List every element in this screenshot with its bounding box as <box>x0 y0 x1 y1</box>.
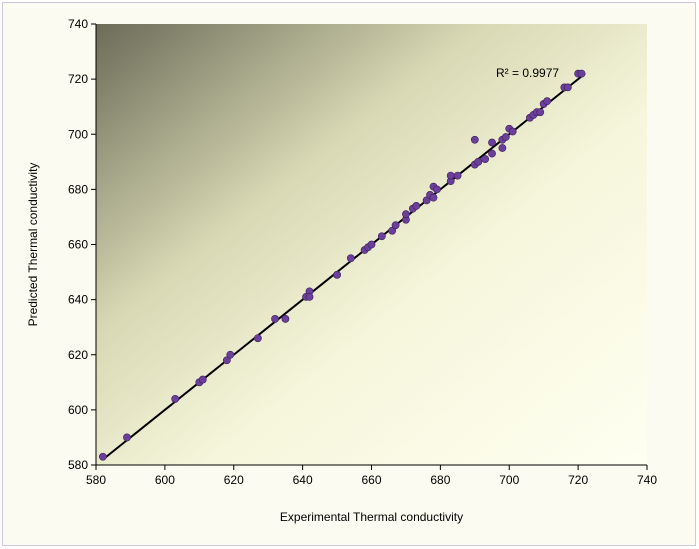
data-points <box>98 69 586 461</box>
y-tick-label: 680 <box>68 182 88 196</box>
y-tick-label: 640 <box>68 293 88 307</box>
data-point <box>98 452 107 461</box>
x-tick-label: 600 <box>155 473 175 487</box>
data-point <box>446 171 455 180</box>
x-tick-label: 580 <box>86 473 106 487</box>
data-point <box>377 232 386 241</box>
data-point <box>198 375 207 384</box>
data-point <box>123 433 131 442</box>
data-point <box>171 394 180 403</box>
data-point <box>333 270 341 279</box>
data-point <box>391 221 400 230</box>
data-point <box>412 202 421 210</box>
data-point <box>422 196 431 205</box>
data-point <box>488 138 496 147</box>
x-tick-label: 660 <box>361 473 381 487</box>
data-point <box>433 185 441 194</box>
y-tick-label: 740 <box>68 17 88 31</box>
data-point <box>402 210 410 219</box>
data-point <box>222 356 231 365</box>
data-point <box>453 171 462 180</box>
data-point <box>501 133 510 141</box>
tick-labels: 580 600 620 640 660 680 700 720 740 580 600 620 640 6… <box>68 17 657 487</box>
data-point <box>536 108 545 117</box>
data-point <box>226 350 235 359</box>
data-point <box>305 292 314 301</box>
data-point <box>271 315 279 323</box>
x-tick-label: 720 <box>568 473 588 487</box>
data-point <box>577 69 586 78</box>
data-point <box>488 149 496 158</box>
data-point <box>470 135 479 144</box>
data-point <box>346 254 355 263</box>
y-axis-title: Predicted Thermal conductivity <box>26 163 40 327</box>
data-point <box>543 97 552 106</box>
y-tick-label: 580 <box>68 458 88 472</box>
data-point <box>498 144 507 152</box>
tick-marks <box>91 23 648 470</box>
data-point <box>563 83 572 92</box>
y-tick-label: 700 <box>68 127 88 141</box>
y-tick-label: 620 <box>68 348 88 362</box>
data-point <box>474 157 483 166</box>
y-tick-label: 660 <box>68 238 88 252</box>
x-tick-label: 700 <box>499 473 519 487</box>
data-point <box>388 226 397 235</box>
x-axis-title: Experimental Thermal conductivity <box>280 510 463 524</box>
x-tick-label: 740 <box>637 473 657 487</box>
data-point <box>281 315 290 323</box>
data-point <box>429 193 438 202</box>
y-tick-label: 600 <box>68 403 88 417</box>
x-tick-label: 640 <box>293 473 313 487</box>
data-point <box>508 127 517 136</box>
data-point <box>253 334 262 343</box>
r-squared-annotation: R² = 0.9977 <box>496 66 559 80</box>
x-tick-label: 680 <box>430 473 450 487</box>
data-point <box>367 240 376 249</box>
data-point <box>481 155 490 163</box>
x-tick-label: 620 <box>224 473 244 487</box>
y-tick-label: 720 <box>68 72 88 86</box>
